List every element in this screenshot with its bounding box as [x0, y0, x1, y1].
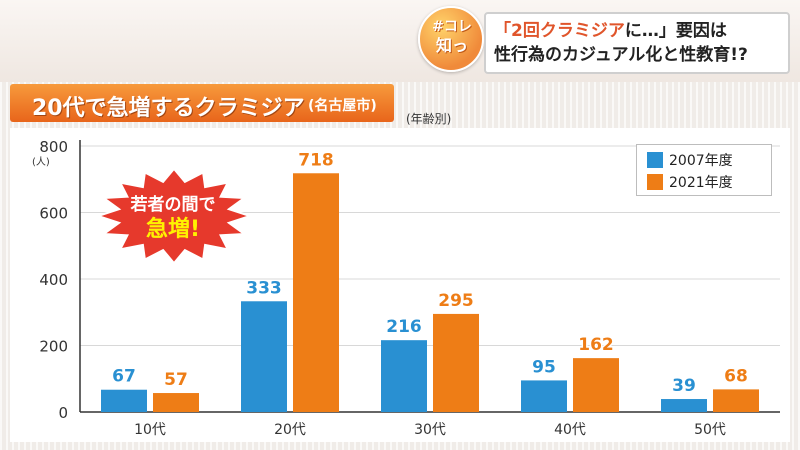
legend-swatch-2007	[647, 152, 663, 168]
y-tick-label: 200	[39, 338, 68, 356]
headline-emphasis: 「2回クラミジア	[494, 21, 625, 41]
data-label: 216	[386, 317, 422, 337]
y-tick-label: 0	[58, 404, 68, 422]
headline-box: 「2回クラミジアに…」要因は 性行為のカジュアル化と性教育!?	[484, 12, 790, 74]
headline-line-2: 性行為のカジュアル化と性教育!?	[494, 45, 748, 65]
bar	[293, 173, 339, 412]
data-label: 57	[164, 370, 188, 390]
x-tick-label: 20代	[274, 422, 306, 438]
data-label: 68	[724, 366, 748, 386]
chart-title: 20代で急増するクラミジア	[32, 96, 305, 121]
legend: 2007年度 2021年度	[636, 144, 772, 196]
logo-text-2: 知っ	[435, 36, 468, 55]
program-logo: #コレ 知っ	[418, 6, 484, 72]
bar	[521, 380, 567, 412]
x-tick-label: 40代	[554, 422, 586, 438]
bar	[573, 358, 619, 412]
bar	[241, 301, 287, 412]
y-tick-label: 400	[39, 271, 68, 289]
headline-line-1: 「2回クラミジアに…」要因は	[494, 19, 780, 43]
bar	[153, 393, 199, 412]
data-label: 95	[532, 357, 556, 377]
bar	[101, 389, 147, 412]
data-label: 295	[438, 291, 474, 311]
legend-label-2007: 2007年度	[669, 153, 733, 169]
data-label: 718	[298, 150, 334, 170]
callout-text: 若者の間で 急増!	[118, 194, 228, 244]
x-tick-label: 10代	[134, 422, 166, 438]
data-label: 67	[112, 367, 136, 387]
headline-rest: に…」要因は	[624, 21, 727, 41]
chart-title-band: 20代で急増するクラミジア (名古屋市)	[10, 84, 394, 122]
y-tick-label: 800	[39, 138, 68, 156]
bar	[661, 399, 707, 412]
y-unit-label: (人)	[32, 157, 50, 168]
data-label: 333	[246, 278, 282, 298]
bar	[381, 340, 427, 412]
bar	[433, 313, 479, 412]
bar	[713, 389, 759, 412]
chart-subtitle: (名古屋市)	[308, 98, 377, 114]
legend-label-2021: 2021年度	[669, 175, 733, 191]
y-tick-label: 600	[39, 205, 68, 223]
x-tick-label: 30代	[414, 422, 446, 438]
age-group-note: (年齢別)	[406, 112, 452, 126]
legend-swatch-2021	[647, 174, 663, 190]
data-label: 162	[578, 335, 614, 355]
data-label: 39	[672, 376, 696, 396]
callout-line-2: 急増!	[145, 217, 201, 242]
x-tick-label: 50代	[694, 422, 726, 438]
callout-burst	[94, 167, 254, 265]
callout-line-1: 若者の間で	[130, 195, 216, 215]
logo-text-1: #コレ	[432, 19, 472, 35]
